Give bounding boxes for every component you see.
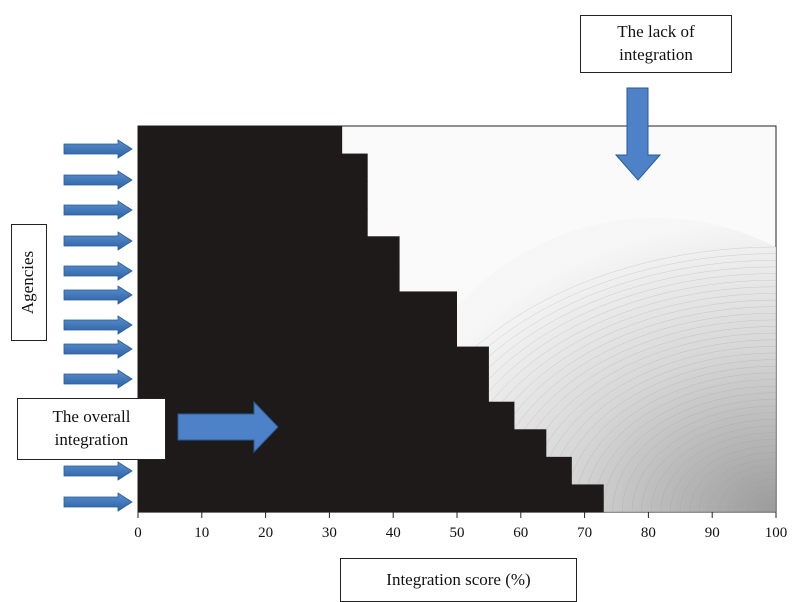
- agency-arrow-icon: [63, 170, 133, 190]
- x-tick-label: 30: [322, 525, 337, 541]
- shading-arc: [593, 385, 777, 513]
- x-tick-label: 50: [450, 525, 465, 541]
- shading-arc: [670, 438, 777, 513]
- shading-arc: [746, 491, 777, 513]
- shading-arc: [641, 419, 777, 513]
- agency-bar: [138, 236, 400, 265]
- x-axis: 0 10 20 30 40 50 60 70 80 90 100: [134, 512, 787, 541]
- agency-arrow-icon: [63, 261, 133, 281]
- x-tick-label: 70: [577, 525, 592, 541]
- agency-arrow-icon: [63, 285, 133, 305]
- agency-arrow-icon: [63, 200, 133, 220]
- x-tick-label: 80: [641, 525, 656, 541]
- x-tick-label: 60: [513, 525, 528, 541]
- shading-arc: [679, 445, 777, 513]
- agency-bar: [138, 484, 604, 513]
- shading-arc: [737, 485, 777, 513]
- x-tick-label: 90: [705, 525, 720, 541]
- lack-of-integration-label: The lack of integration: [580, 15, 732, 73]
- agency-arrow-icon: [63, 139, 133, 159]
- shading-arc: [622, 405, 777, 513]
- shading-arc: [708, 465, 777, 513]
- agency-bar: [138, 181, 368, 210]
- agency-arrow-icon: [63, 231, 133, 251]
- y-axis-title: Agencies: [18, 250, 38, 315]
- agency-bar: [138, 291, 457, 320]
- agency-bar: [138, 346, 489, 375]
- shading-arc: [631, 412, 777, 513]
- x-tick-label: 40: [386, 525, 401, 541]
- x-tick-label: 20: [258, 525, 273, 541]
- agency-bar: [138, 208, 368, 237]
- shading-arc: [660, 432, 777, 513]
- agency-bar: [138, 153, 368, 182]
- x-tick-label: 100: [765, 525, 788, 541]
- agency-arrow-icon: [63, 369, 133, 389]
- x-tick-label: 10: [194, 525, 209, 541]
- shading-arc: [650, 425, 777, 513]
- shading-arc: [612, 399, 777, 513]
- callout-arrows: [177, 87, 662, 454]
- agency-arrow-icon: [63, 461, 133, 481]
- agency-bar: [138, 263, 400, 293]
- agency-bar: [138, 374, 489, 403]
- shading-arc: [756, 498, 777, 513]
- shading-arc: [718, 472, 777, 513]
- agency-bar: [138, 126, 343, 155]
- shading-arc: [574, 372, 777, 513]
- shading-arc: [727, 478, 777, 513]
- agency-arrow-icon: [63, 492, 133, 512]
- agency-bar: [138, 319, 457, 348]
- shading-arc: [583, 379, 777, 513]
- x-axis-title: Integration score (%): [340, 558, 577, 602]
- shading-arc: [689, 452, 777, 513]
- agency-arrows: [63, 139, 133, 512]
- shading-arc: [602, 392, 777, 513]
- shading-arc: [766, 505, 777, 513]
- overall-integration-label: The overall integration: [17, 398, 166, 460]
- agency-arrow-icon: [63, 315, 133, 335]
- agency-arrow-icon: [63, 339, 133, 359]
- y-axis-title-box: Agencies: [11, 224, 47, 341]
- right-arrow-icon: [177, 400, 279, 454]
- shading-arc: [698, 458, 777, 513]
- agency-bar: [138, 456, 572, 486]
- x-tick-label: 0: [134, 525, 142, 541]
- down-arrow-icon: [614, 87, 662, 181]
